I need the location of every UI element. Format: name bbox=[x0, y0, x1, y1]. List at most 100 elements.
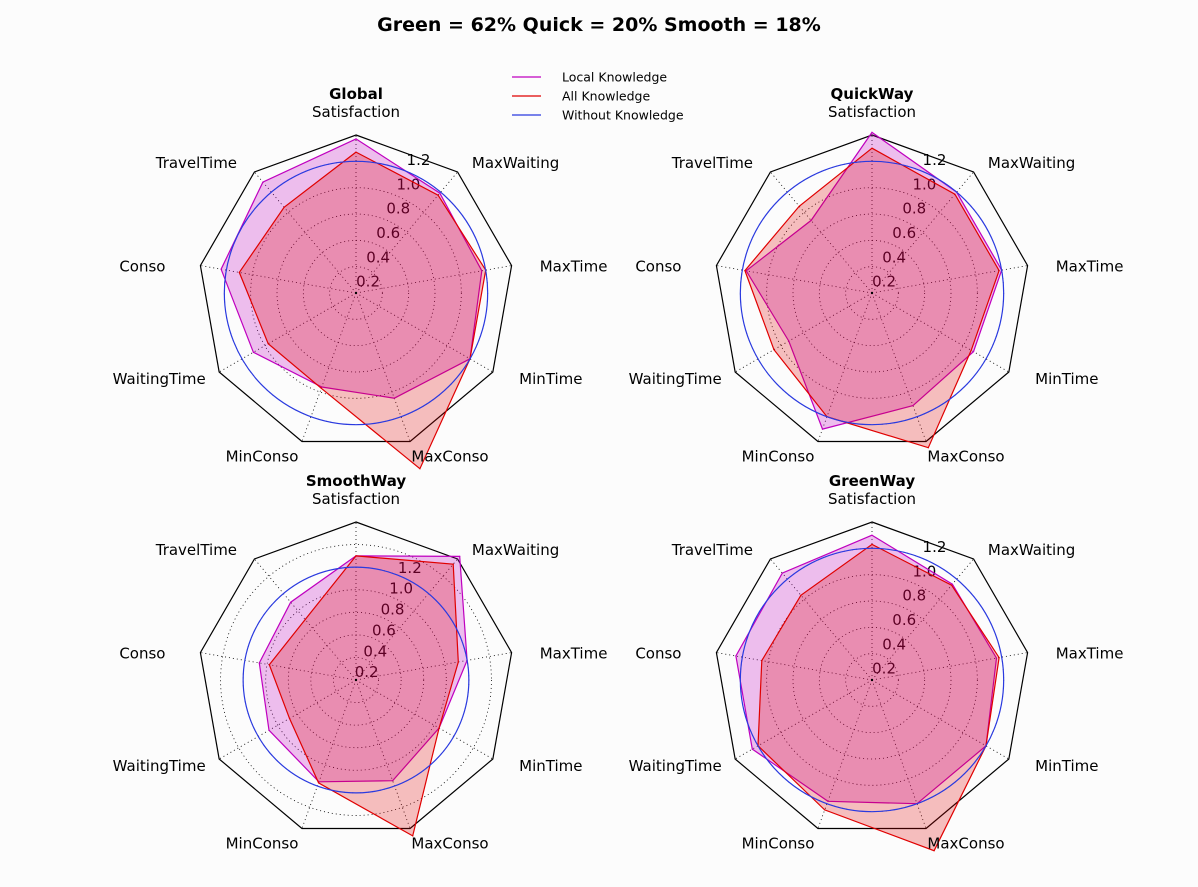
axis-label-mintime: MinTime bbox=[1035, 757, 1098, 775]
series-without-knowledge bbox=[739, 160, 1005, 426]
data-point bbox=[290, 601, 292, 603]
data-point bbox=[972, 351, 975, 353]
axis-label-maxwaiting: MaxWaiting bbox=[988, 541, 1075, 559]
data-point bbox=[267, 343, 269, 345]
radar-panel-greenway: 0.20.40.60.81.01.2SatisfactionMaxWaiting… bbox=[629, 472, 1124, 853]
radar-frame bbox=[715, 521, 1029, 830]
series-line-without-knowledge bbox=[739, 547, 1005, 813]
radial-tick-label: 1.2 bbox=[407, 151, 431, 169]
data-point bbox=[220, 268, 222, 270]
grid-circle bbox=[792, 600, 952, 760]
legend-entry: Without Knowledge bbox=[512, 108, 684, 123]
series-line-without-knowledge bbox=[242, 566, 470, 794]
data-point bbox=[998, 657, 1000, 659]
data-point bbox=[871, 147, 873, 149]
center-dot bbox=[870, 678, 874, 682]
series-line-without-knowledge bbox=[223, 160, 489, 426]
data-point bbox=[283, 206, 285, 208]
data-point bbox=[238, 271, 240, 273]
radial-tick-label: 0.8 bbox=[381, 601, 405, 619]
axis-label-maxwaiting: MaxWaiting bbox=[988, 154, 1075, 172]
axis-label-maxconso: MaxConso bbox=[927, 835, 1004, 853]
center-dot bbox=[354, 291, 358, 295]
data-point bbox=[481, 270, 483, 272]
grid-circle bbox=[333, 657, 379, 703]
data-point bbox=[871, 534, 873, 536]
radial-tick-label: 1.2 bbox=[923, 151, 947, 169]
radial-tick-label: 0.6 bbox=[376, 224, 400, 242]
axis-label-traveltime: TravelTime bbox=[155, 541, 237, 559]
data-point bbox=[318, 782, 320, 784]
data-point bbox=[258, 662, 260, 664]
series-line-without-knowledge bbox=[739, 160, 1005, 426]
radial-tick-label: 0.2 bbox=[355, 663, 379, 681]
data-point bbox=[970, 349, 972, 351]
axis-label-satisfaction: Satisfaction bbox=[312, 103, 400, 121]
grid-circle bbox=[766, 574, 978, 786]
data-point bbox=[320, 387, 322, 389]
radial-tick-label: 1.2 bbox=[398, 559, 422, 577]
radar-frame bbox=[715, 134, 1029, 443]
data-point bbox=[810, 219, 812, 221]
radial-tick-label: 0.4 bbox=[363, 642, 387, 660]
axis-label-conso: Conso bbox=[119, 645, 165, 663]
data-point bbox=[321, 386, 323, 388]
axis-label-maxtime: MaxTime bbox=[540, 258, 608, 276]
legend: Local Knowledge All Knowledge Without Kn… bbox=[512, 70, 684, 123]
data-point bbox=[262, 181, 264, 183]
axis-label-minconso: MinConso bbox=[226, 448, 299, 466]
data-point bbox=[933, 850, 935, 852]
axis-label-maxconso: MaxConso bbox=[411, 835, 488, 853]
data-point bbox=[419, 468, 421, 470]
series-local-knowledge bbox=[745, 131, 1003, 430]
data-point bbox=[912, 405, 914, 407]
data-point bbox=[268, 664, 270, 666]
data-point bbox=[355, 138, 357, 140]
data-point bbox=[761, 660, 763, 662]
grid-circle bbox=[818, 626, 926, 734]
axis-label-maxwaiting: MaxWaiting bbox=[472, 154, 559, 172]
data-point bbox=[800, 594, 802, 596]
data-point bbox=[355, 555, 357, 557]
axis-label-maxconso: MaxConso bbox=[411, 448, 488, 466]
data-point bbox=[439, 192, 441, 194]
axis-label-maxconso: MaxConso bbox=[927, 448, 1004, 466]
data-point bbox=[355, 151, 357, 153]
radar-frame bbox=[199, 521, 513, 830]
radial-tick-label: 0.8 bbox=[902, 587, 926, 605]
radar-panel-global: 0.2 0.4 0.6 0.8 1.0 1.2 Satisfaction MaxWaiting… bbox=[113, 85, 608, 470]
axis-label-maxtime: MaxTime bbox=[1056, 258, 1124, 276]
grid-circle bbox=[845, 653, 899, 707]
panel-title: QuickWay bbox=[831, 85, 914, 103]
center-dot bbox=[354, 678, 358, 682]
radar-frame bbox=[199, 134, 513, 443]
series-area-local-knowledge bbox=[735, 534, 998, 805]
axis-label-mintime: MinTime bbox=[1035, 370, 1098, 388]
radial-tick-label: 0.6 bbox=[892, 224, 916, 242]
axis-label-satisfaction: Satisfaction bbox=[828, 103, 916, 121]
axis-label-conso: Conso bbox=[635, 645, 681, 663]
axis-label-conso: Conso bbox=[635, 258, 681, 276]
data-point bbox=[452, 563, 454, 565]
radial-tick-label: 0.6 bbox=[892, 611, 916, 629]
axis-label-waitingtime: WaitingTime bbox=[113, 370, 206, 388]
radial-tick-label: 1.0 bbox=[912, 175, 936, 193]
data-point bbox=[438, 727, 440, 729]
axis-label-maxwaiting: MaxWaiting bbox=[472, 541, 559, 559]
axis-label-minconso: MinConso bbox=[742, 835, 815, 853]
axis-label-waitingtime: WaitingTime bbox=[113, 757, 206, 775]
series-without-knowledge bbox=[739, 547, 1005, 813]
radial-tick-label: 0.2 bbox=[872, 273, 896, 291]
data-point bbox=[995, 657, 998, 659]
panel-title: SmoothWay bbox=[306, 472, 407, 490]
axis-label-minconso: MinConso bbox=[226, 835, 299, 853]
axis-label-mintime: MinTime bbox=[519, 370, 582, 388]
grid-circle bbox=[265, 589, 447, 771]
grid-circle bbox=[276, 213, 436, 373]
radial-tick-label: 0.8 bbox=[902, 200, 926, 218]
series-area-all-knowledge bbox=[268, 555, 459, 837]
radial-tick-label: 0.4 bbox=[366, 248, 390, 266]
radial-tick-label: 0.4 bbox=[882, 635, 906, 653]
axis-label-traveltime: TravelTime bbox=[671, 541, 753, 559]
grid-circle bbox=[766, 187, 978, 399]
